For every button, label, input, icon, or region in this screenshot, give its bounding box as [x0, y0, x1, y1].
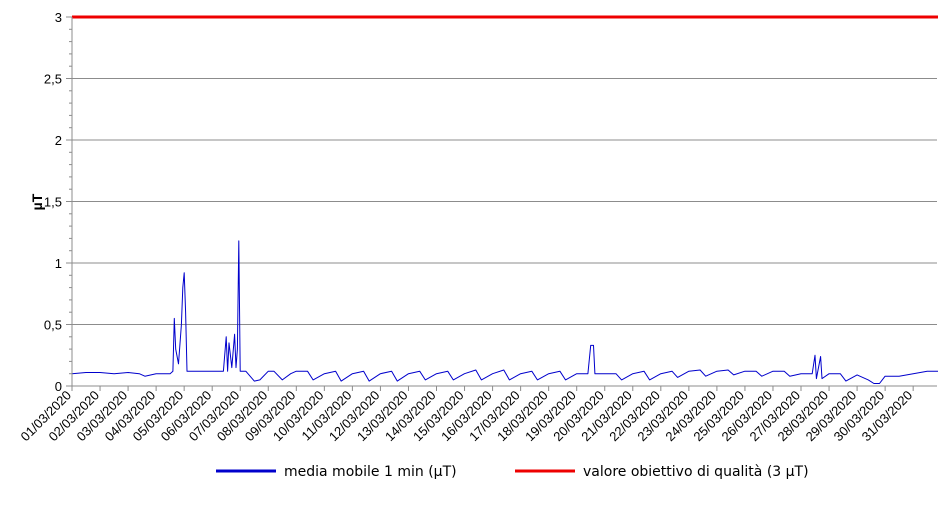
legend-label-series-1: media mobile 1 min (µT) — [284, 464, 457, 480]
y-axis-title: µT — [29, 193, 45, 210]
gridlines — [72, 16, 937, 325]
legend-label-series-2: valore obiettivo di qualità (3 µT) — [583, 464, 809, 480]
x-tick-labels: 01/03/202002/03/202003/03/202004/03/2020… — [17, 388, 915, 445]
y-tick-label: 2,5 — [44, 72, 62, 87]
axes — [66, 16, 937, 391]
legend: media mobile 1 min (µT) valore obiettivo… — [216, 464, 809, 480]
y-tick-label: 0 — [55, 379, 62, 394]
y-tick-label: 1 — [55, 256, 62, 271]
y-tick-labels: 0 0,5 1 1,5 2 2,5 3 — [44, 10, 62, 394]
y-tick-label: 2 — [55, 133, 62, 148]
y-tick-label: 1,5 — [44, 195, 62, 210]
series-layer — [71, 15, 938, 384]
y-tick-label: 3 — [55, 10, 62, 25]
y-tick-label: 0,5 — [44, 318, 62, 333]
series-line-moving-average — [71, 240, 938, 384]
